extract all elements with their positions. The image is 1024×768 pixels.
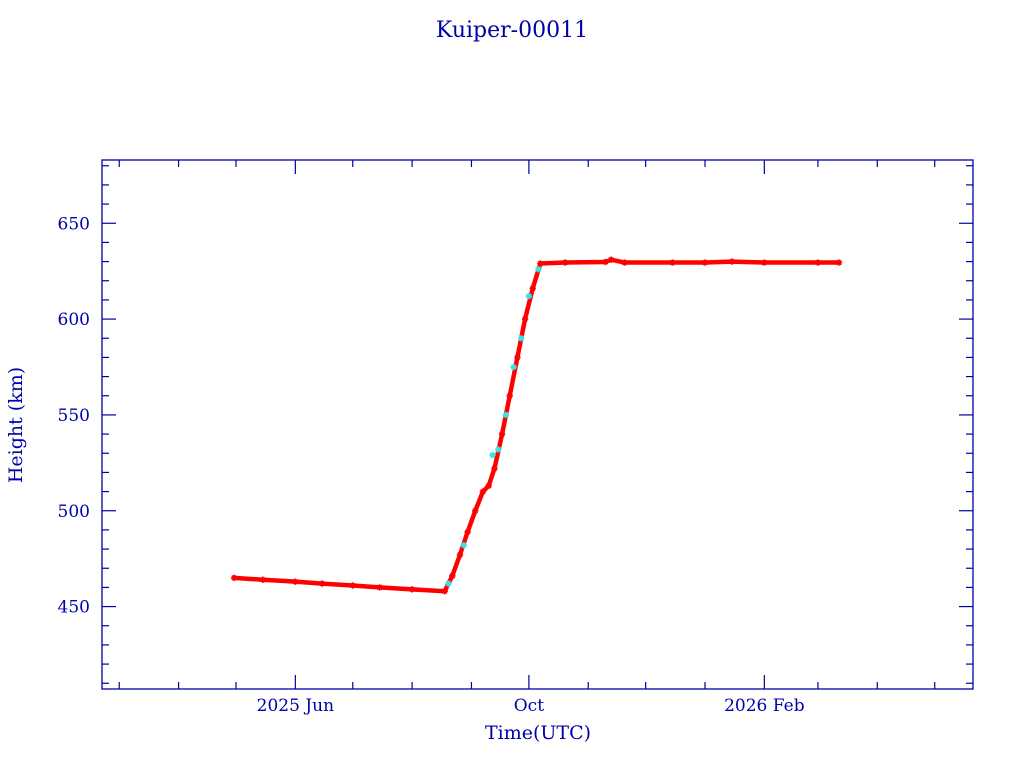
data-point-secondary	[445, 580, 452, 587]
data-point-secondary	[525, 292, 533, 300]
data-point	[529, 285, 536, 292]
data-point	[621, 259, 628, 266]
data-point	[464, 528, 471, 536]
y-tick-label: 450	[58, 598, 90, 618]
data-points	[230, 256, 843, 595]
data-point-secondary	[510, 363, 517, 371]
data-point-secondary	[535, 266, 542, 273]
data-point	[608, 256, 615, 263]
data-point-secondary	[460, 542, 467, 549]
data-point	[485, 482, 492, 490]
data-point	[349, 582, 356, 589]
x-axis-label: Time(UTC)	[485, 722, 591, 744]
y-tick-label: 650	[58, 214, 90, 234]
y-tick-label: 500	[58, 502, 90, 522]
data-point	[521, 315, 529, 323]
data-point	[479, 488, 487, 495]
data-point	[514, 354, 521, 361]
data-point-secondary	[495, 446, 502, 453]
data-point	[537, 260, 544, 267]
x-tick-label: 2025 Jun	[257, 696, 334, 716]
data-point	[498, 430, 506, 438]
data-point	[292, 578, 299, 585]
y-axis-label: Height (km)	[5, 367, 27, 483]
data-point	[562, 259, 569, 266]
data-point	[814, 259, 822, 266]
data-point	[456, 551, 464, 559]
data-point	[449, 572, 456, 580]
data-point	[441, 588, 448, 595]
data-point	[761, 259, 768, 266]
chart-title: Kuiper-00011	[436, 18, 588, 43]
x-tick-label: Oct	[514, 696, 544, 716]
data-point	[230, 574, 238, 582]
data-point	[506, 392, 513, 399]
data-point	[602, 258, 609, 266]
data-point	[728, 258, 735, 265]
plot-frame	[101, 159, 974, 690]
data-point-secondary	[518, 335, 525, 342]
data-point	[835, 259, 843, 266]
data-point	[472, 507, 479, 514]
data-point	[491, 465, 498, 472]
data-point	[701, 259, 709, 266]
x-tick-label: 2026 Feb	[724, 696, 805, 716]
data-point	[376, 584, 383, 591]
data-point	[408, 586, 416, 593]
series-track	[233, 257, 839, 594]
data-point-secondary	[489, 451, 496, 459]
data-point	[669, 259, 676, 266]
y-tick-label: 550	[58, 406, 90, 426]
axis-ticks: 450 500 550 600 650 2025 Jun Oct 2026 Feb	[58, 160, 973, 716]
data-point	[259, 576, 266, 583]
data-point	[318, 580, 326, 587]
data-point-secondary	[502, 411, 510, 419]
y-tick-label: 600	[58, 310, 90, 330]
